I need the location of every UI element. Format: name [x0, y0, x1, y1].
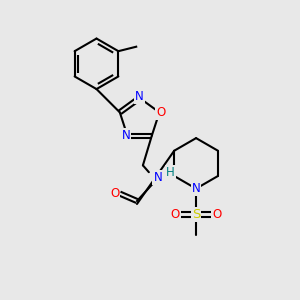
Text: N: N — [153, 171, 162, 184]
Text: H: H — [166, 166, 175, 179]
Text: O: O — [212, 208, 221, 221]
Text: O: O — [156, 106, 166, 119]
Text: N: N — [122, 129, 130, 142]
Text: O: O — [110, 187, 119, 200]
Text: N: N — [192, 182, 200, 195]
Text: O: O — [171, 208, 180, 221]
Text: S: S — [192, 208, 200, 221]
Text: N: N — [135, 90, 144, 103]
